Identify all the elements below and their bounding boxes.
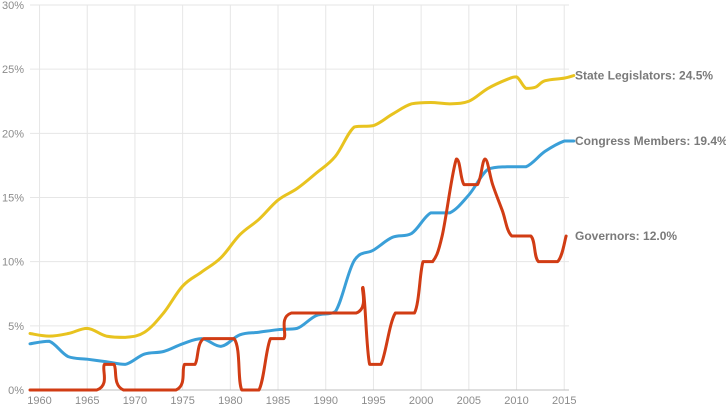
axes: 0% 5% 10% 15% 20% 25% 30% 1960 1965 1970 1975 1980 1… — [2, 0, 577, 407]
series-line-congress-members — [28, 139, 576, 366]
y-tick-label: 15% — [2, 193, 24, 205]
x-tick-label: 2005 — [457, 395, 481, 407]
x-tick-label: 1975 — [170, 395, 194, 407]
grid — [30, 4, 569, 390]
y-tick-label: 0% — [8, 385, 24, 397]
y-tick-label: 25% — [2, 64, 24, 76]
series-line-state-legislators — [28, 74, 576, 339]
series-label-congress-members: Congress Members: 19.4% — [575, 134, 726, 148]
x-tick-label: 2015 — [552, 395, 576, 407]
x-tick-label: 1980 — [218, 395, 242, 407]
y-tick-label: 10% — [2, 257, 24, 269]
x-tick-label: 1970 — [123, 395, 147, 407]
series-line-governors — [28, 157, 568, 392]
x-tick-label: 1965 — [75, 395, 99, 407]
series-label-state-legislators: State Legislators: 24.5% — [575, 69, 713, 83]
y-tick-label: 30% — [2, 0, 24, 12]
y-tick-label: 5% — [8, 321, 24, 333]
x-tick-label: 1985 — [266, 395, 290, 407]
x-tick-label: 1995 — [361, 395, 385, 407]
series-labels: State Legislators: 24.5% Congress Members… — [575, 69, 726, 243]
x-tick-label: 2010 — [504, 395, 528, 407]
x-tick-label: 2000 — [409, 395, 433, 407]
y-tick-label: 20% — [2, 128, 24, 140]
x-tick-label: 1960 — [27, 395, 51, 407]
series-label-governors: Governors: 12.0% — [575, 229, 677, 243]
x-tick-label: 1990 — [313, 395, 337, 407]
series-group — [28, 74, 576, 392]
